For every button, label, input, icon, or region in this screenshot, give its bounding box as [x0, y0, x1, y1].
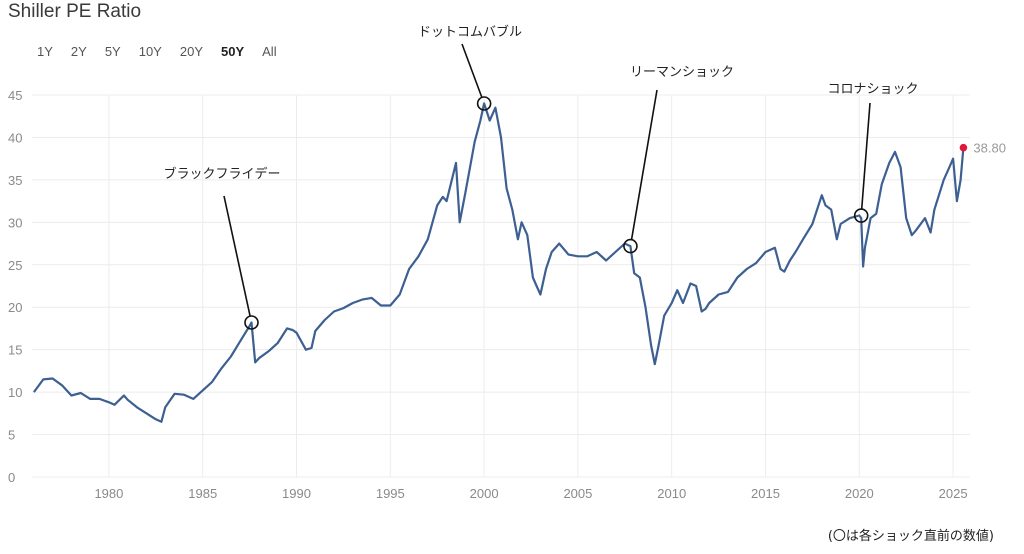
x-tick-label: 2015 — [751, 486, 780, 501]
annotation-leader — [461, 43, 483, 98]
annotation: ブラックフライデー — [163, 166, 281, 330]
annotation-label: ブラックフライデー — [163, 166, 280, 182]
x-tick-label: 2020 — [845, 486, 874, 501]
annotation-circle — [623, 238, 638, 254]
x-tick-label: 1980 — [94, 486, 123, 501]
range-button-20y[interactable]: 20Y — [179, 44, 203, 59]
range-button-1y[interactable]: 1Y — [37, 44, 53, 59]
annotation: リーマンショック — [623, 65, 734, 254]
annotation-circle — [853, 208, 869, 223]
y-tick-label: 5 — [8, 428, 15, 443]
x-tick-label: 2025 — [939, 486, 968, 501]
x-tick-label: 2005 — [563, 486, 592, 501]
range-button-2y[interactable]: 2Y — [70, 44, 87, 59]
range-button-50y[interactable]: 50Y — [221, 44, 245, 59]
y-tick-label: 20 — [8, 300, 22, 315]
series-line — [33, 102, 965, 423]
y-tick-label: 15 — [8, 343, 22, 358]
y-tick-label: 40 — [8, 130, 22, 145]
annotation-circle — [244, 315, 259, 330]
footnote: (〇は各ショック直前の数値) — [827, 529, 994, 544]
y-tick-label: 25 — [8, 258, 22, 273]
range-button-10y[interactable]: 10Y — [138, 44, 162, 59]
range-selector: 1Y 2Y 5Y 10Y 20Y 50Y All — [28, 42, 286, 61]
annotation-leader — [630, 89, 658, 240]
annotation-circle — [476, 96, 492, 111]
y-tick-label: 30 — [8, 215, 22, 230]
annotation: コロナショック — [827, 82, 919, 223]
x-tick-label: 1985 — [188, 486, 217, 501]
y-tick-label: 35 — [8, 173, 22, 188]
y-tick-label: 10 — [8, 385, 22, 400]
annotation-leader — [223, 195, 251, 317]
range-button-5y[interactable]: 5Y — [104, 44, 121, 59]
annotation-label: リーマンショック — [630, 65, 734, 80]
y-tick-label: 0 — [8, 470, 15, 485]
range-button-all[interactable]: All — [262, 44, 277, 59]
grid — [32, 94, 970, 478]
annotation-leader — [860, 102, 871, 210]
annotation-label: コロナショック — [827, 82, 918, 97]
x-tick-label: 1995 — [376, 486, 405, 501]
last-value-dot — [959, 143, 968, 152]
last-value: 38.80 — [959, 141, 1006, 156]
annotation-label: ドットコムバブル — [418, 24, 522, 40]
x-tick-label: 1990 — [282, 486, 311, 501]
last-value-label: 38.80 — [973, 141, 1006, 156]
annotation: ドットコムバブル — [418, 24, 522, 111]
y-tick-label: 45 — [8, 88, 22, 103]
x-tick-label: 2010 — [657, 486, 686, 501]
chart-title: Shiller PE Ratio — [8, 1, 142, 22]
x-tick-label: 2000 — [470, 486, 499, 501]
